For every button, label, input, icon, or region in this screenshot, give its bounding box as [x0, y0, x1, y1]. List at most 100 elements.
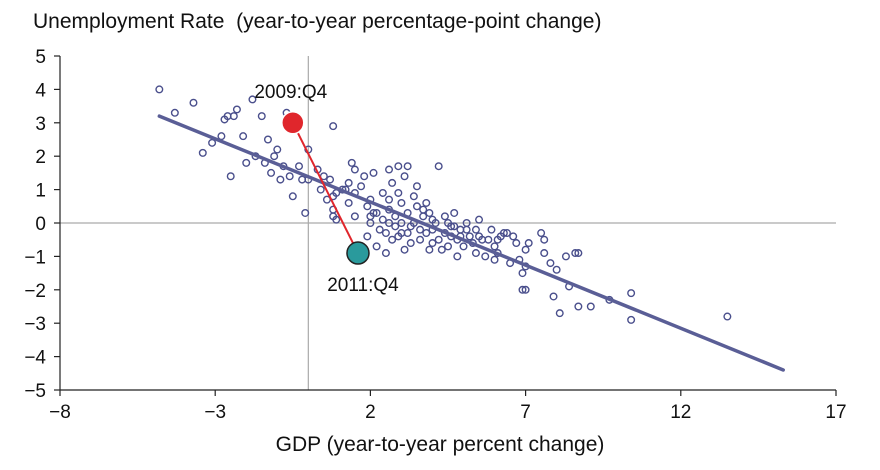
scatter-point: [422, 229, 431, 238]
scatter-point: [406, 239, 415, 248]
scatter-point: [257, 112, 266, 121]
scatter-point: [450, 222, 459, 231]
y-tick-label: −4: [24, 348, 46, 369]
scatter-point: [385, 218, 394, 227]
x-tick-label: −8: [49, 402, 71, 423]
y-tick-label: 4: [35, 80, 46, 101]
scatter-point: [518, 269, 527, 278]
scatter-point: [440, 212, 449, 221]
scatter-point: [276, 175, 285, 184]
scatter-point: [459, 242, 468, 251]
scatter-point: [285, 172, 294, 181]
scatter-point: [546, 259, 555, 268]
scatter-point: [217, 132, 226, 141]
scatter-point: [419, 212, 428, 221]
x-tick-label: 12: [670, 402, 691, 423]
y-tick-label: −1: [24, 247, 46, 268]
scatter-point: [326, 175, 335, 184]
scatter-point: [397, 218, 406, 227]
scatter-point: [431, 218, 440, 227]
scatter-point: [381, 229, 390, 238]
scatter-point: [540, 235, 549, 244]
scatter-point: [248, 95, 257, 104]
scatter-point: [450, 208, 459, 217]
scatter-point: [329, 122, 338, 131]
scatter-point: [552, 265, 561, 274]
scatter-point: [574, 249, 583, 258]
scatter-point: [270, 152, 279, 161]
scatter-point: [524, 239, 533, 248]
x-tick-label: 17: [825, 402, 846, 423]
scatter-point: [444, 242, 453, 251]
scatter-point: [226, 172, 235, 181]
scatter-point: [422, 198, 431, 207]
scatter-point: [409, 192, 418, 201]
scatter-point: [267, 168, 276, 177]
scatter-point: [475, 215, 484, 224]
scatter-point: [561, 252, 570, 261]
scatter-point: [434, 235, 443, 244]
scatter-point: [416, 225, 425, 234]
scatter-point: [332, 215, 341, 224]
x-axis-label: GDP (year-to-year percent change): [275, 433, 605, 456]
scatter-point: [574, 302, 583, 311]
x-tick-label: −3: [204, 402, 226, 423]
scatter-point: [412, 182, 421, 191]
scatter-point: [453, 252, 462, 261]
scatter-point: [316, 185, 325, 194]
scatter-point: [425, 208, 434, 217]
scatter-point: [403, 229, 412, 238]
scatter-point: [357, 182, 366, 191]
scatter-point: [471, 225, 480, 234]
highlight-label-2011q4: 2011:Q4: [327, 275, 399, 296]
scatter-point: [394, 188, 403, 197]
scatter-point: [462, 225, 471, 234]
scatter-point: [571, 249, 580, 258]
scatter-point: [394, 162, 403, 171]
scatter-point: [344, 178, 353, 187]
scatter-point: [490, 242, 499, 251]
scatter-point: [512, 239, 521, 248]
scatter-point: [518, 285, 527, 294]
scatter-point: [232, 105, 241, 114]
scatter-point: [481, 252, 490, 261]
scatter-point: [189, 98, 198, 107]
scatter-point: [627, 315, 636, 324]
highlight-point-2009q4: [281, 111, 305, 135]
scatter-point: [388, 178, 397, 187]
scatter-point: [493, 235, 502, 244]
scatter-point: [447, 222, 456, 231]
scatter-point: [484, 235, 493, 244]
scatter-point: [540, 249, 549, 258]
scatter-point: [385, 195, 394, 204]
scatter-point: [229, 112, 238, 121]
highlight-point-2011q4: [346, 241, 370, 265]
scatter-point: [388, 235, 397, 244]
scatter-point: [419, 205, 428, 214]
scatter-point: [372, 242, 381, 251]
scatter-point: [549, 292, 558, 301]
scatter-point: [347, 158, 356, 167]
scatter-point: [378, 215, 387, 224]
scatter-point: [586, 302, 595, 311]
x-tick-label: 7: [520, 402, 531, 423]
y-tick-label: 5: [35, 47, 46, 68]
scatter-point: [301, 208, 310, 217]
scatter-point: [475, 232, 484, 241]
scatter-point: [434, 162, 443, 171]
scatter-point: [375, 225, 384, 234]
y-tick-label: −5: [24, 381, 46, 402]
scatter-point: [242, 158, 251, 167]
scatter-point: [723, 312, 732, 321]
scatter-point: [627, 289, 636, 298]
scatter-point: [363, 232, 372, 241]
y-tick-label: −2: [24, 281, 46, 302]
scatter-point: [369, 168, 378, 177]
y-tick-label: −3: [24, 314, 46, 335]
scatter-point: [509, 232, 518, 241]
scatter-point: [416, 235, 425, 244]
scatter-point: [366, 212, 375, 221]
scatter-point: [198, 148, 207, 157]
scatter-point: [381, 249, 390, 258]
scatter-point: [263, 135, 272, 144]
